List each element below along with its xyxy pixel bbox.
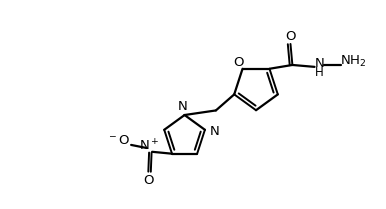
Text: N: N: [315, 57, 324, 70]
Text: N$^+$: N$^+$: [139, 138, 160, 154]
Text: NH$_2$: NH$_2$: [340, 54, 367, 69]
Text: O: O: [234, 56, 244, 69]
Text: O: O: [285, 30, 296, 43]
Text: N: N: [178, 100, 188, 113]
Text: N: N: [210, 125, 219, 138]
Text: H: H: [315, 66, 324, 79]
Text: $^-$O: $^-$O: [107, 134, 131, 147]
Text: O: O: [143, 173, 154, 187]
